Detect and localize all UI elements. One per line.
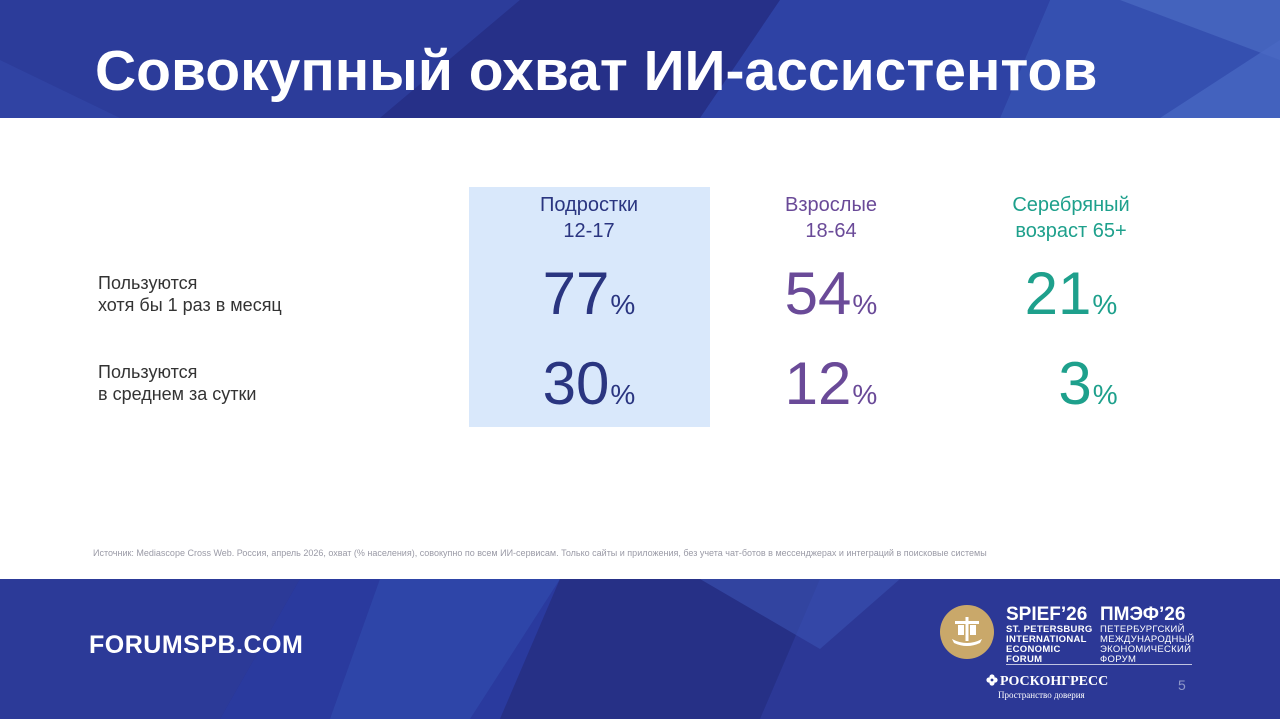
row-label-monthly: Пользуются хотя бы 1 раз в месяц [98,272,418,316]
value-number: 77 [542,260,610,327]
percent-sign: % [852,289,878,320]
column-header-label: Серебряный [1012,194,1130,216]
forum-emblem-icon [940,605,994,659]
row-label-line: Пользуются [98,362,198,382]
column-header-label: Взрослые [785,194,877,216]
column-header-teens: Подростки 12-17 [469,192,709,244]
brand-ru-line: ПЕТЕРБУРГСКИЙ [1100,624,1185,635]
row-label-daily: Пользуются в среднем за сутки [98,361,418,405]
brand-ru-line: ФОРУМ [1100,654,1137,665]
page-number: 5 [1178,677,1186,693]
value-monthly-teens: 77% [469,262,709,326]
brand-ru-line: ЭКОНОМИЧЕСКИЙ [1100,644,1192,655]
brand-divider [1006,664,1192,665]
brand-ru-title: ПМЭФ’26 [1100,604,1186,625]
value-number: 12 [784,350,852,417]
percent-sign: % [610,289,636,320]
value-number: 30 [542,350,610,417]
brand-en-title: SPIEF’26 [1006,604,1088,625]
roscongress-name: РОСКОНГРЕСС [1000,674,1109,689]
row-label-line: в среднем за сутки [98,384,257,404]
column-header-age: 18-64 [805,220,857,242]
value-daily-adults: 12% [711,352,951,416]
footer-band: FORUMSPB.COM SPIEF’26 ST. PETERSBURG INT… [0,579,1280,719]
column-header-adults: Взрослые 18-64 [711,192,951,244]
value-monthly-adults: 54% [711,262,951,326]
roscongress-tagline: Пространство доверия [998,690,1085,700]
brand-en-line: INTERNATIONAL [1006,634,1087,645]
value-monthly-silver: 21% [951,262,1191,326]
percent-sign: % [610,379,636,410]
row-label-line: Пользуются [98,273,198,293]
header-band: Совокупный охват ИИ-ассистентов [0,0,1280,118]
column-header-label: Подростки [539,194,639,216]
brand-ru-line: МЕЖДУНАРОДНЫЙ [1100,634,1195,645]
brand-en-line: FORUM [1006,654,1043,665]
roscongress-flower-icon [986,674,998,686]
value-daily-teens: 30% [469,352,709,416]
percent-sign: % [1092,289,1118,320]
percent-sign: % [1092,379,1118,410]
brand-en-line: ST. PETERSBURG [1006,624,1093,635]
page-title: Совокупный охват ИИ-ассистентов [95,39,1098,103]
column-header-silver: Серебряный возраст 65+ [951,192,1191,244]
value-number: 54 [784,260,852,327]
website-link[interactable]: FORUMSPB.COM [89,631,304,659]
column-header-age: 12-17 [563,220,615,242]
brand-ru-logo: ПМЭФ’26 ПЕТЕРБУРГСКИЙ МЕЖДУНАРОДНЫЙ ЭКОН… [1100,604,1195,665]
source-note: Источник: Mediascope Cross Web. Россия, … [93,548,987,558]
roscongress-logo: РОСКОНГРЕСС Пространство доверия [986,672,1108,701]
brand-en-logo: SPIEF’26 ST. PETERSBURG INTERNATIONAL EC… [1006,604,1093,665]
value-daily-silver: 3% [968,352,1208,416]
header-pattern [0,0,1280,118]
teen-column-highlight [469,187,710,427]
row-label-line: хотя бы 1 раз в месяц [98,295,282,315]
value-number: 3 [1058,350,1092,417]
percent-sign: % [852,379,878,410]
footer-pattern [0,579,1280,719]
value-number: 21 [1024,260,1092,327]
brand-en-line: ECONOMIC [1006,644,1061,655]
column-header-age: возраст 65+ [1015,220,1127,242]
